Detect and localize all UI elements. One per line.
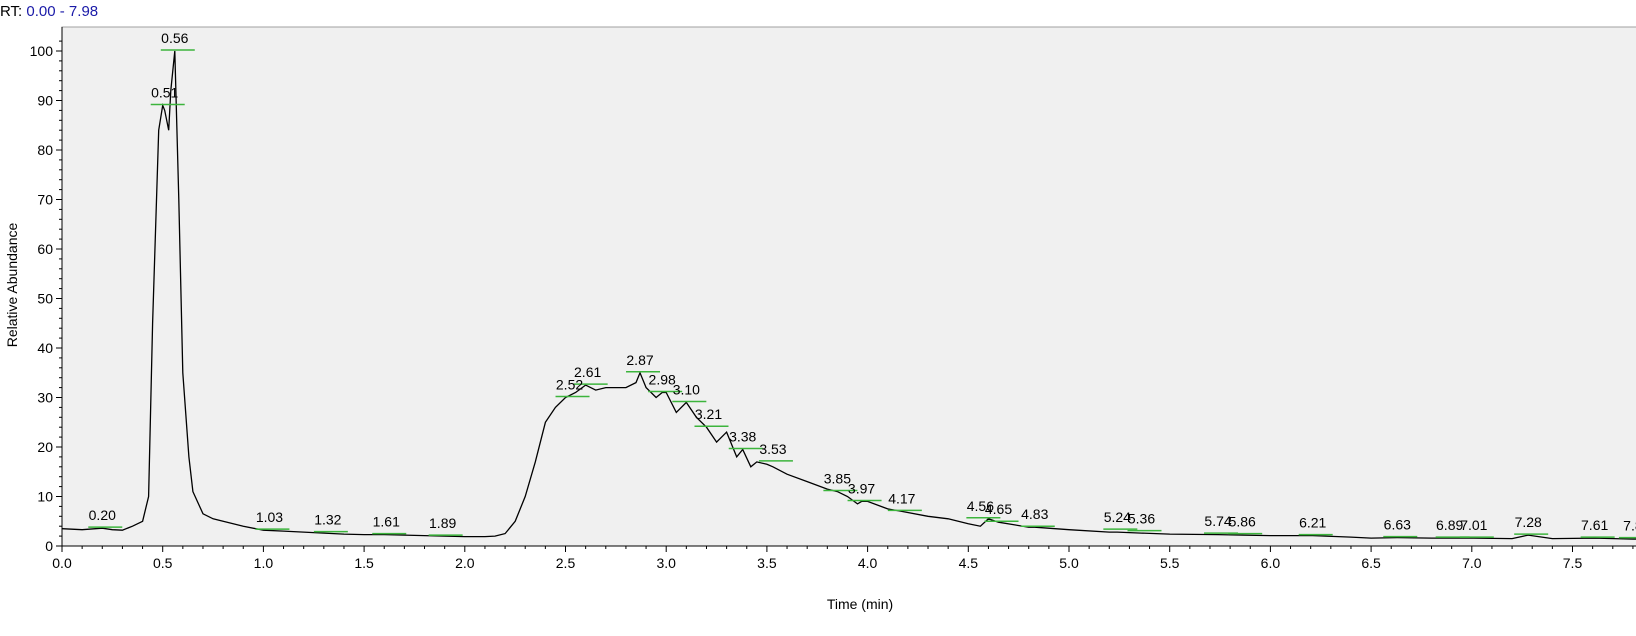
x-tick-label: 5.0 [1059, 555, 1079, 571]
peak-label: 7.61 [1581, 517, 1608, 533]
y-tick-label: 90 [37, 93, 53, 109]
peak-label: 7.28 [1515, 514, 1542, 530]
peak-label: 1.89 [429, 515, 456, 531]
x-tick-label: 4.5 [959, 555, 979, 571]
y-tick-label: 20 [37, 439, 53, 455]
y-axis: 0 10 20 30 40 50 60 70 80 90 100 [30, 27, 63, 554]
y-axis-title: Relative Abundance [4, 223, 20, 348]
peak-markers [88, 49, 1636, 539]
peak-label: 3.97 [848, 480, 875, 496]
y-tick-label: 50 [37, 291, 53, 307]
peak-label: 6.63 [1384, 517, 1411, 533]
peak-label: 7.8 [1623, 518, 1636, 534]
y-tick-label: 80 [37, 142, 53, 158]
peak-label: 4.17 [888, 490, 915, 506]
peak-label: 4.56 [967, 498, 994, 514]
peak-label: 3.10 [673, 381, 700, 397]
y-tick-label: 70 [37, 192, 53, 208]
peak-label: 4.65 [985, 501, 1012, 517]
peak-label: 5.74 [1204, 513, 1231, 529]
peak-label: 3.38 [729, 428, 756, 444]
peak-label: 4.83 [1021, 506, 1048, 522]
peak-label: 0.56 [161, 30, 188, 46]
peak-label: 3.85 [824, 471, 851, 487]
y-tick-label: 30 [37, 390, 53, 406]
plot-area [61, 26, 1636, 547]
peak-label: 3.21 [695, 406, 722, 422]
peak-label: 0.51 [151, 84, 178, 100]
rt-range-value: 0.00 - 7.98 [26, 3, 99, 20]
x-tick-label: 3.0 [656, 555, 676, 571]
peak-label: 2.98 [649, 372, 676, 388]
x-tick-label: 6.5 [1361, 555, 1381, 571]
peak-label: 1.32 [314, 512, 341, 528]
x-tick-label: 2.5 [556, 555, 576, 571]
peak-label: 1.61 [373, 514, 400, 530]
x-tick-label: 2.0 [455, 555, 475, 571]
peak-label: 2.52 [556, 377, 583, 393]
x-tick-label: 4.0 [858, 555, 878, 571]
peak-labels: 0.20 0.51 0.56 1.03 1.32 1.61 1.89 2.522.61 2.87… [89, 30, 1636, 534]
peak-label: 5.86 [1229, 514, 1256, 530]
peak-label: 3.53 [759, 441, 786, 457]
y-tick-label: 100 [30, 43, 54, 59]
x-axis-title: Time (min) [827, 596, 893, 612]
x-tick-label: 0.5 [153, 555, 173, 571]
x-tick-label: 7.0 [1462, 555, 1482, 571]
x-tick-label: 7.5 [1563, 555, 1583, 571]
y-tick-label: 0 [45, 538, 53, 554]
peak-label: 2.61 [574, 364, 601, 380]
x-axis: 0.0 0.5 1.0 1.5 2.0 2.5 3.0 3.5 4.0 4.5 5.0 5.5 6.0 6… [52, 545, 1636, 571]
y-tick-label: 40 [37, 340, 53, 356]
rt-label: RT: [0, 3, 23, 20]
y-tick-label: 10 [37, 489, 53, 505]
x-tick-label: 0.0 [52, 555, 72, 571]
peak-label: 5.24 [1104, 509, 1131, 525]
x-tick-label: 6.0 [1261, 555, 1281, 571]
peak-label: 6.89 [1436, 517, 1463, 533]
peak-label: 0.20 [89, 507, 116, 523]
x-tick-label: 1.5 [354, 555, 374, 571]
peak-label: 2.87 [626, 352, 653, 368]
peak-label: 7.01 [1460, 517, 1487, 533]
rt-range-readout: RT: 0.00 - 7.98 [0, 3, 98, 20]
x-tick-label: 5.5 [1160, 555, 1180, 571]
peak-label: 1.03 [256, 509, 283, 525]
y-tick-label: 60 [37, 241, 53, 257]
peak-label: 5.36 [1128, 511, 1155, 527]
x-tick-label: 3.5 [757, 555, 777, 571]
x-tick-label: 1.0 [254, 555, 274, 571]
peak-label: 6.21 [1299, 515, 1326, 531]
chromatogram-trace [61, 50, 1636, 540]
